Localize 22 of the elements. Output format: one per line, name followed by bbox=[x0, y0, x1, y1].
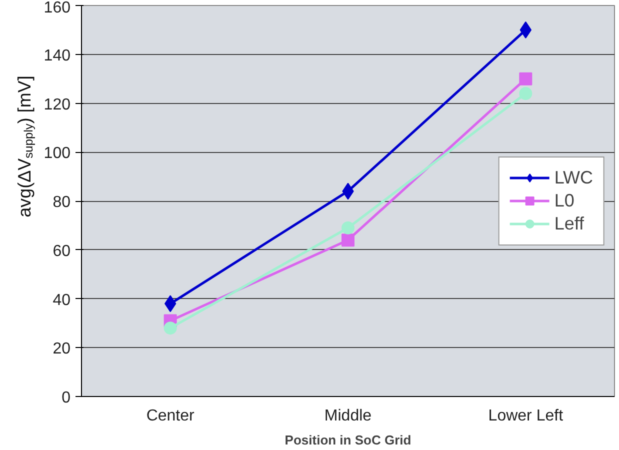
legend-label: L0 bbox=[554, 190, 574, 211]
y-axis-title: avg(ΔVsupply) [mV] bbox=[14, 76, 36, 218]
point bbox=[519, 86, 532, 100]
x-tick-label: Lower Left bbox=[488, 408, 564, 424]
legend-label: Leff bbox=[554, 213, 584, 234]
point bbox=[519, 72, 532, 86]
x-tick-label: Middle bbox=[324, 408, 372, 424]
legend-label: LWC bbox=[554, 167, 593, 188]
y-tick-label: 40 bbox=[52, 292, 71, 309]
y-tick-label: 160 bbox=[44, 0, 71, 16]
y-tick-label: 100 bbox=[44, 145, 71, 162]
y-tick-label: 60 bbox=[52, 242, 71, 260]
point bbox=[342, 221, 354, 234]
y-tick-label: 0 bbox=[62, 390, 71, 406]
y-tick-label: 20 bbox=[52, 340, 71, 358]
x-tick-label: Center bbox=[146, 408, 196, 424]
y-tick-label: 80 bbox=[52, 194, 71, 211]
y-tick-label: 140 bbox=[44, 47, 71, 64]
x-axis-title: Position in SoC Grid bbox=[284, 432, 412, 448]
point bbox=[164, 322, 177, 335]
point bbox=[342, 234, 354, 247]
y-tick-label: 120 bbox=[44, 96, 71, 114]
